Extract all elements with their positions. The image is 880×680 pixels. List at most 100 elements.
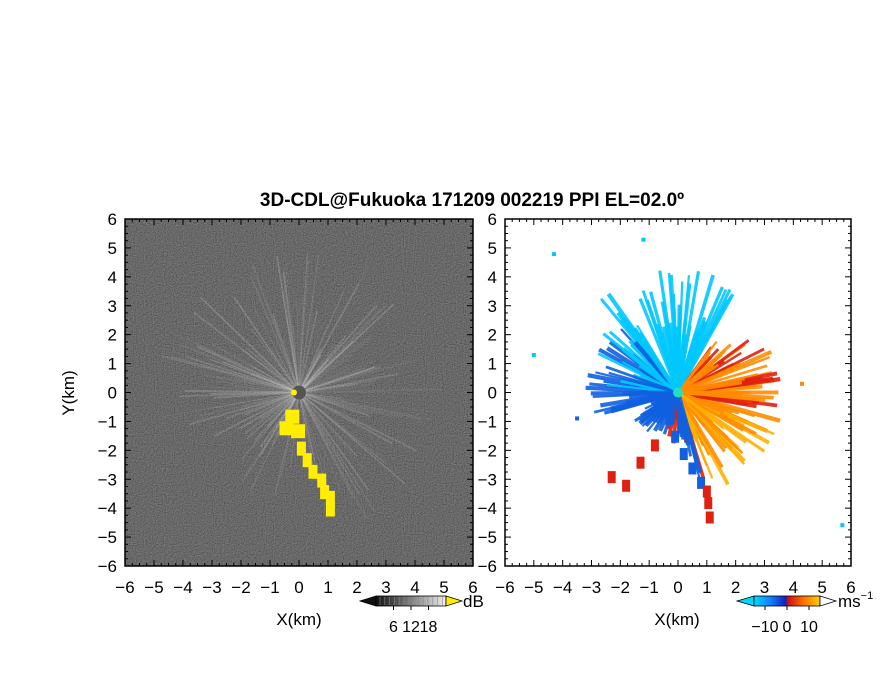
intensity-streak [184,389,300,394]
intensity-streak [212,374,300,394]
intensity-highlight-cell [302,453,312,468]
intensity-streak [298,330,417,393]
x-tick-label: 5 [817,578,826,597]
intensity-colorbar-right-arrow [445,595,464,607]
intensity-streak [298,304,378,394]
y-tick-label: −5 [478,528,497,547]
intensity-streak [274,392,300,496]
velocity-cell [840,523,845,528]
intensity-streak [298,392,314,449]
y-tick-label: −1 [98,412,117,431]
chart-title: 3D-CDL@Fukuoka 171209 002219 PPI EL=02.0… [260,190,684,211]
velocity-cell [622,479,631,492]
velocity-ray [676,331,699,394]
intensity-streak [298,392,431,420]
intensity-streak [230,385,300,394]
intensity-streak [298,259,310,393]
intensity-streak [179,343,300,394]
x-tick-label: −6 [495,578,514,597]
intensity-streak [298,358,330,394]
intensity-streak [298,382,374,394]
velocity-cell [688,462,697,475]
intensity-streak [298,342,343,393]
intensity-streak [251,372,300,394]
intensity-streak [260,355,300,394]
intensity-streak [282,272,300,393]
intensity-streak [198,386,300,393]
intensity-streak [174,351,300,394]
y-tick-label: −4 [98,499,117,518]
x-tick-label: 4 [789,578,798,597]
x-tick-label: 1 [323,578,332,597]
intensity-streak [298,335,347,394]
intensity-colorbar-bar [375,595,447,607]
intensity-streak [250,275,300,393]
intensity-streak [231,376,300,394]
velocity-cell [697,476,706,489]
x-tick-label: −3 [582,578,601,597]
intensity-streak [251,328,300,393]
intensity-streak [298,367,375,394]
intensity-streak [258,253,300,393]
velocity-cell [671,430,680,443]
intensity-streak [178,391,300,398]
intensity-streak [298,367,365,394]
intensity-streak [298,351,323,393]
velocity-ray [676,334,707,394]
intensity-streak [298,266,369,393]
velocity-ray [667,272,680,393]
intensity-streak [253,308,300,393]
intensity-streak [254,392,300,441]
y-tick-label: 2 [108,326,117,345]
colorbar-tick-label: 10 [800,619,818,636]
y-tick-label: −4 [478,499,497,518]
intensity-streak [298,296,305,393]
x-tick-label: −5 [524,578,543,597]
velocity-ray [641,290,680,393]
intensity-streak [233,297,300,393]
velocity-cell [575,416,580,421]
velocity-cell [799,381,804,386]
x-tick-label: −2 [231,578,250,597]
intensity-streak [213,392,300,409]
intensity-colorbar-label: dB [463,592,484,611]
intensity-highlight [279,409,335,517]
intensity-streak [213,391,300,399]
velocity-ray [677,363,720,394]
intensity-highlight-cell [291,424,306,439]
intensity-streak [298,392,375,512]
y-tick-label: 4 [488,268,497,287]
intensity-streak [298,292,315,393]
intensity-streak [266,391,300,428]
x-tick-label: 1 [702,578,711,597]
velocity-cell [704,497,713,510]
intensity-streak [285,314,300,393]
x-tick-label: 2 [731,578,740,597]
y-tick-label: 2 [488,326,497,345]
x-tick-label: 6 [468,578,477,597]
intensity-streak [298,366,381,394]
intensity-streak [253,391,300,444]
x-tick-label: −6 [115,578,134,597]
x-tick-label: 6 [846,578,855,597]
velocity-cell [702,485,711,498]
velocity-xlabel: X(km) [654,610,699,629]
intensity-streak [298,392,360,444]
intensity-highlight-cell [285,409,300,424]
intensity-streak [298,340,355,393]
intensity-streak [281,290,300,393]
y-tick-label: 1 [488,355,497,374]
x-tick-label: −4 [553,578,572,597]
intensity-streak [250,364,300,394]
intensity-highlight-cell [325,502,335,517]
intensity-xlabel: X(km) [276,610,321,629]
velocity-cell [705,511,714,524]
intensity-streak [298,337,371,394]
y-tick-label: 3 [488,297,497,316]
intensity-streak [298,392,368,520]
velocity-rays [531,237,845,528]
intensity-streak [298,366,354,393]
intensity-colorbar: 6 12 18 dB [358,592,484,636]
